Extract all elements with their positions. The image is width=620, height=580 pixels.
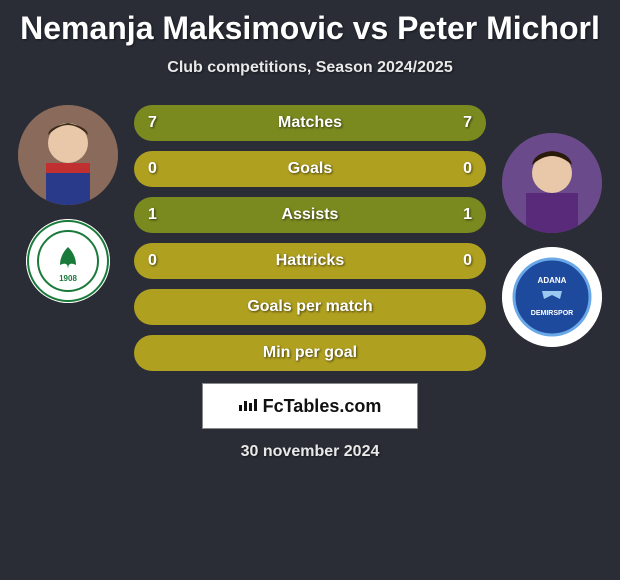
- stat-bar-goals-per-match: Goals per match: [134, 289, 486, 325]
- player1-column: 1908: [8, 105, 128, 303]
- stat-bar-hattricks: 0 Hattricks 0: [134, 243, 486, 279]
- comparison-row: 1908 7 Matches 7 0 Goals 0 1 Assists 1 0 Hattricks…: [0, 105, 620, 371]
- player2-face-icon: [502, 133, 602, 233]
- stat-bar-goals: 0 Goals 0: [134, 151, 486, 187]
- footer-date: 30 november 2024: [0, 443, 620, 461]
- panathinaikos-badge-icon: 1908: [26, 219, 110, 303]
- player1-club-badge: 1908: [26, 219, 110, 303]
- brand-label: FcTables.com: [263, 396, 382, 417]
- player1-face-icon: [18, 105, 118, 205]
- stats-column: 7 Matches 7 0 Goals 0 1 Assists 1 0 Hattricks 0 Goal…: [128, 105, 492, 371]
- stat-label: Min per goal: [263, 344, 357, 362]
- adana-badge-icon: ADANA DEMIRSPOR: [502, 247, 602, 347]
- stat-right-value: 7: [463, 114, 472, 132]
- stat-left-value: 1: [148, 206, 157, 224]
- stat-left-value: 0: [148, 252, 157, 270]
- stat-right-value: 0: [463, 160, 472, 178]
- stat-label: Goals: [288, 160, 332, 178]
- stat-left-value: 7: [148, 114, 157, 132]
- page-title: Nemanja Maksimovic vs Peter Michorl: [0, 0, 620, 47]
- chart-icon: [239, 397, 257, 416]
- stat-right-value: 1: [463, 206, 472, 224]
- player2-photo: [502, 133, 602, 233]
- stat-right-value: 0: [463, 252, 472, 270]
- stat-left-value: 0: [148, 160, 157, 178]
- svg-text:ADANA: ADANA: [538, 276, 567, 285]
- stat-bar-assists: 1 Assists 1: [134, 197, 486, 233]
- svg-text:1908: 1908: [59, 274, 77, 283]
- brand-logo[interactable]: FcTables.com: [202, 383, 418, 429]
- svg-text:DEMIRSPOR: DEMIRSPOR: [531, 310, 573, 317]
- player2-column: ADANA DEMIRSPOR: [492, 105, 612, 347]
- stat-label: Goals per match: [247, 298, 372, 316]
- page-subtitle: Club competitions, Season 2024/2025: [0, 59, 620, 77]
- stat-bar-matches: 7 Matches 7: [134, 105, 486, 141]
- stat-label: Matches: [278, 114, 342, 132]
- player2-club-badge: ADANA DEMIRSPOR: [502, 247, 602, 347]
- stat-bar-min-per-goal: Min per goal: [134, 335, 486, 371]
- stat-label: Hattricks: [276, 252, 344, 270]
- player1-photo: [18, 105, 118, 205]
- stat-label: Assists: [282, 206, 339, 224]
